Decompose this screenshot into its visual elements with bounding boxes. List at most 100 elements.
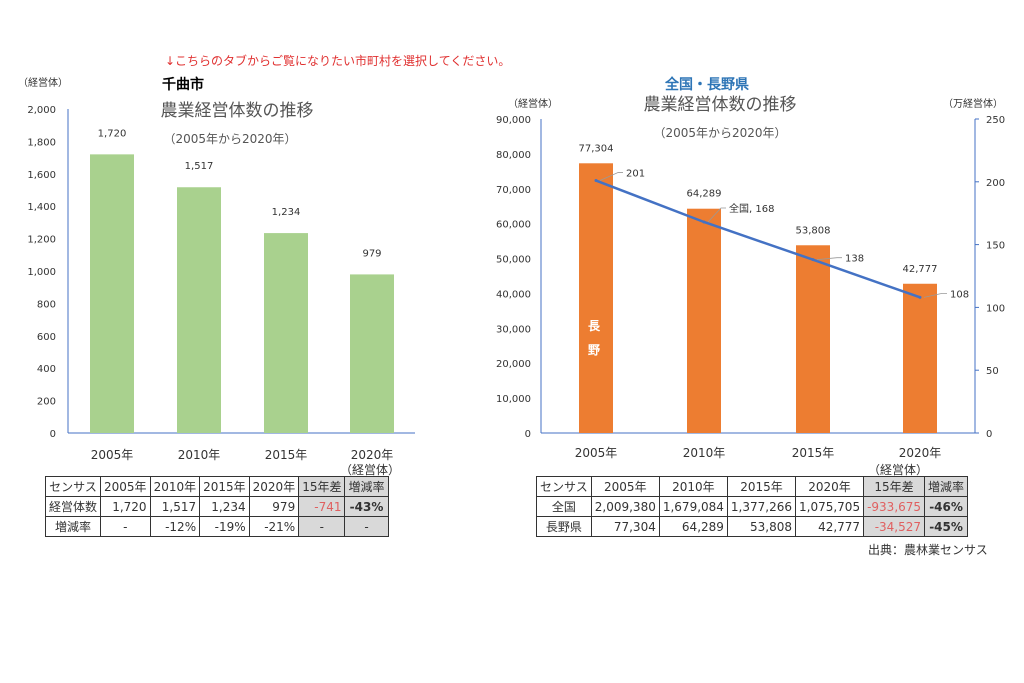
y-tick-label: 20,000 — [496, 359, 531, 370]
header-cell: センサス — [44, 476, 102, 497]
table-row: 全国 2,009,380 1,679,084 1,377,266 1,075,705 -9… — [536, 496, 969, 517]
table-cell: -45% — [924, 516, 969, 537]
y-tick-label: 1,400 — [27, 202, 56, 213]
table-cell: 1,720 — [100, 496, 151, 517]
line-data-label: 138 — [845, 254, 864, 265]
header-cell: 2020年 — [248, 476, 300, 497]
y-tick-label: 30,000 — [496, 324, 531, 335]
line-data-label: 108 — [950, 289, 969, 300]
bar-2020年 — [903, 283, 937, 433]
bar-2020年 — [350, 274, 394, 433]
chart-title: 農業経営体数の推移 — [644, 95, 797, 115]
table-cell: 42,777 — [794, 516, 865, 537]
line-series-全国 — [595, 179, 921, 299]
bar-data-label: 42,777 — [903, 264, 938, 275]
left-census-table: センサス 2005年 2010年 2015年 2020年 15年差 増減率 経営体数 1,720… — [44, 476, 389, 537]
bar-2015年 — [264, 233, 308, 433]
table-cell: 1,377,266 — [726, 496, 797, 517]
y2-axis-label: （万経営体） — [943, 97, 1003, 110]
table-row: 増減率 - -12% -19% -21% - - — [44, 516, 389, 537]
bar-inner-label: 長 — [588, 318, 601, 333]
y-tick-label: 1,800 — [27, 137, 56, 148]
chart-subtitle: （2005年から2020年） — [163, 132, 296, 146]
line-data-label: 201 — [626, 169, 645, 180]
y-tick-label: 400 — [37, 364, 56, 375]
y-tick-label: 0 — [525, 429, 531, 440]
left-unit-note: （経営体） — [340, 463, 401, 477]
y-tick-label: 50,000 — [496, 255, 531, 266]
header-cell: 15年差 — [863, 476, 926, 497]
notice-text: ↓こちらのタブからご覧になりたい市町村を選択してください。 — [165, 54, 511, 68]
chart-title: 農業経営体数の推移 — [161, 101, 314, 121]
y-tick-label: 90,000 — [496, 115, 531, 126]
header-cell: 増減率 — [924, 476, 969, 497]
data-label: 979 — [362, 248, 381, 259]
bar-data-label: 64,289 — [687, 189, 722, 200]
y-axis-label: （経営体） — [508, 97, 558, 110]
y2-tick-label: 100 — [986, 303, 1005, 314]
y-tick-label: 1,200 — [27, 235, 56, 246]
table-cell: 64,289 — [658, 516, 728, 537]
y-tick-label: 40,000 — [496, 289, 531, 300]
table-cell: 全国 — [536, 496, 592, 517]
leader-line — [816, 257, 842, 261]
table-row: 経営体数 1,720 1,517 1,234 979 -741 -43% — [44, 496, 389, 517]
x-tick-label: 2010年 — [178, 448, 221, 462]
header-cell: 2020年 — [794, 476, 865, 497]
bar-inner-label: 野 — [588, 343, 600, 357]
y-tick-label: 80,000 — [496, 150, 531, 161]
header-cell: 2010年 — [149, 476, 201, 497]
table-cell: - — [100, 516, 151, 537]
table-cell: 979 — [248, 496, 300, 517]
table-cell: 77,304 — [590, 516, 660, 537]
table-cell: -43% — [344, 496, 389, 517]
chart-subtitle: （2005年から2020年） — [653, 126, 786, 140]
leader-line — [923, 292, 947, 298]
table-cell: -21% — [248, 516, 300, 537]
table-cell: 1,234 — [199, 496, 250, 517]
table-cell: 経営体数 — [44, 496, 102, 517]
table-cell: 2,009,380 — [590, 496, 660, 517]
table-cell: - — [298, 516, 346, 537]
line-point — [594, 179, 598, 183]
right-unit-note: （経営体） — [868, 463, 929, 477]
bar-2005年 — [579, 163, 613, 434]
table-cell: - — [344, 516, 389, 537]
table-cell: 増減率 — [44, 516, 102, 537]
table-cell: 1,075,705 — [794, 496, 865, 517]
x-tick-label: 2015年 — [792, 446, 835, 460]
header-cell: 2005年 — [100, 476, 151, 497]
leader-line — [599, 172, 623, 181]
table-cell: 1,679,084 — [658, 496, 728, 517]
x-tick-label: 2020年 — [899, 446, 942, 460]
x-tick-label: 2015年 — [265, 448, 308, 462]
header-cell: 2005年 — [590, 476, 660, 497]
y-tick-label: 600 — [37, 332, 56, 343]
table-cell: -34,527 — [863, 516, 926, 537]
y-tick-label: 10,000 — [496, 394, 531, 405]
bar-2005年 — [90, 154, 134, 434]
data-label: 1,720 — [98, 128, 127, 139]
header-cell: 2015年 — [726, 476, 797, 497]
y-axis-label: （経営体） — [18, 76, 68, 89]
y-tick-label: 0 — [50, 429, 56, 440]
y-tick-label: 1,000 — [27, 267, 56, 278]
y2-tick-label: 150 — [986, 241, 1005, 252]
x-tick-label: 2005年 — [575, 446, 618, 460]
y-tick-label: 200 — [37, 397, 56, 408]
header-cell: 2015年 — [199, 476, 250, 497]
y2-tick-label: 50 — [986, 366, 999, 377]
right-region-title: 全国・長野県 — [665, 77, 749, 93]
leader-line — [707, 207, 726, 223]
y2-tick-label: 250 — [986, 115, 1005, 126]
table-row: 長野県 77,304 64,289 53,808 42,777 -34,527 -45% — [536, 516, 969, 537]
table-cell: -19% — [199, 516, 250, 537]
table-cell: -741 — [298, 496, 346, 517]
y2-tick-label: 0 — [986, 429, 992, 440]
data-label: 1,517 — [185, 161, 214, 172]
bar-data-label: 77,304 — [579, 143, 614, 154]
bar-2015年 — [796, 245, 830, 433]
table-cell: 53,808 — [726, 516, 797, 537]
